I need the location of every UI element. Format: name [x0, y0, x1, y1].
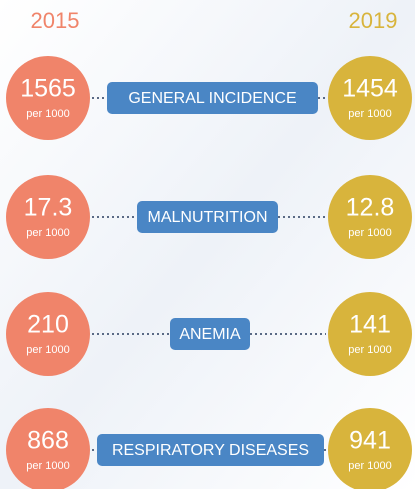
right-circle: [328, 175, 412, 259]
left-circle: [6, 175, 90, 259]
right-value: 141: [349, 311, 391, 339]
right-circle: [328, 408, 412, 489]
row-label: MALNUTRITION: [148, 209, 268, 226]
label-box: [107, 82, 318, 114]
left-circle: [6, 56, 90, 140]
right-value: 941: [349, 427, 391, 455]
left-value: 1565: [20, 75, 76, 103]
label-box: [97, 434, 324, 466]
right-unit: per 1000: [348, 344, 391, 356]
left-unit: per 1000: [26, 344, 69, 356]
right-circle: [328, 56, 412, 140]
right-circle: [328, 292, 412, 376]
left-unit: per 1000: [26, 227, 69, 239]
right-value: 12.8: [346, 194, 395, 222]
row-label: GENERAL INCIDENCE: [128, 90, 296, 107]
right-unit: per 1000: [348, 460, 391, 472]
left-value: 868: [27, 427, 69, 455]
row-label: RESPIRATORY DISEASES: [112, 442, 309, 459]
right-value: 1454: [342, 75, 398, 103]
left-circle: [6, 408, 90, 489]
left-unit: per 1000: [26, 108, 69, 120]
left-year: 2015: [31, 8, 80, 33]
left-value: 17.3: [24, 194, 73, 222]
left-circle: [6, 292, 90, 376]
label-box: [170, 318, 250, 350]
row-label: ANEMIA: [179, 326, 241, 343]
right-unit: per 1000: [348, 227, 391, 239]
right-unit: per 1000: [348, 108, 391, 120]
left-value: 210: [27, 311, 69, 339]
left-unit: per 1000: [26, 460, 69, 472]
label-box: [137, 201, 278, 233]
rows: GENERAL INCIDENCE 1565 per 1000 1454 per 100…: [6, 56, 412, 489]
right-year: 2019: [349, 8, 398, 33]
